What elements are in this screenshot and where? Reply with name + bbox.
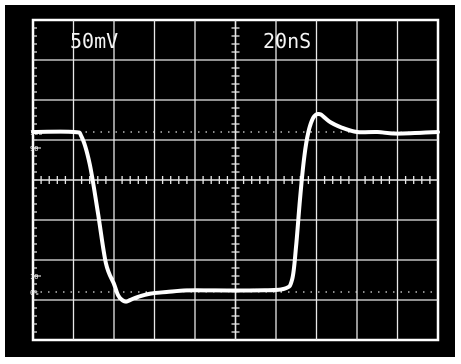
trace-point [97,211,98,212]
level-label: 90 [30,145,38,153]
trace-layer [31,111,440,304]
trace-point [105,263,106,264]
trace-point [292,279,293,280]
trace-point [397,133,398,134]
trace-point [320,114,321,115]
trace-point [300,195,301,196]
trace-point [330,122,331,123]
trace-point [126,301,127,302]
trace-point [312,119,313,120]
trace-point [32,131,33,132]
trace-point [186,290,187,291]
trace-point [215,290,216,291]
time-per-div-label: 20nS [263,29,311,53]
trace-point [437,131,438,132]
level-label: 0% [30,289,39,297]
trace-point [377,131,378,132]
trace-point [308,131,309,132]
trace-point [304,155,305,156]
level-label: 10 [30,273,38,281]
trace-point [316,114,317,115]
trace-point [166,291,167,292]
trace-point [284,288,285,289]
trace-line [31,111,440,304]
trace-point [150,293,151,294]
trace-point [89,163,90,164]
screen-background [5,5,455,357]
trace-point [130,299,131,300]
trace-point [356,131,357,132]
trace-point [73,131,74,132]
trace-point [118,295,119,296]
trace-point [113,283,114,284]
trace-point [255,290,256,291]
trace-point [138,296,139,297]
volts-per-div-label: 50mV [70,29,118,53]
trace-point [296,243,297,244]
trace-point [340,127,341,128]
trace-point [81,136,82,137]
trace-point [122,299,123,300]
trace-point [324,117,325,118]
